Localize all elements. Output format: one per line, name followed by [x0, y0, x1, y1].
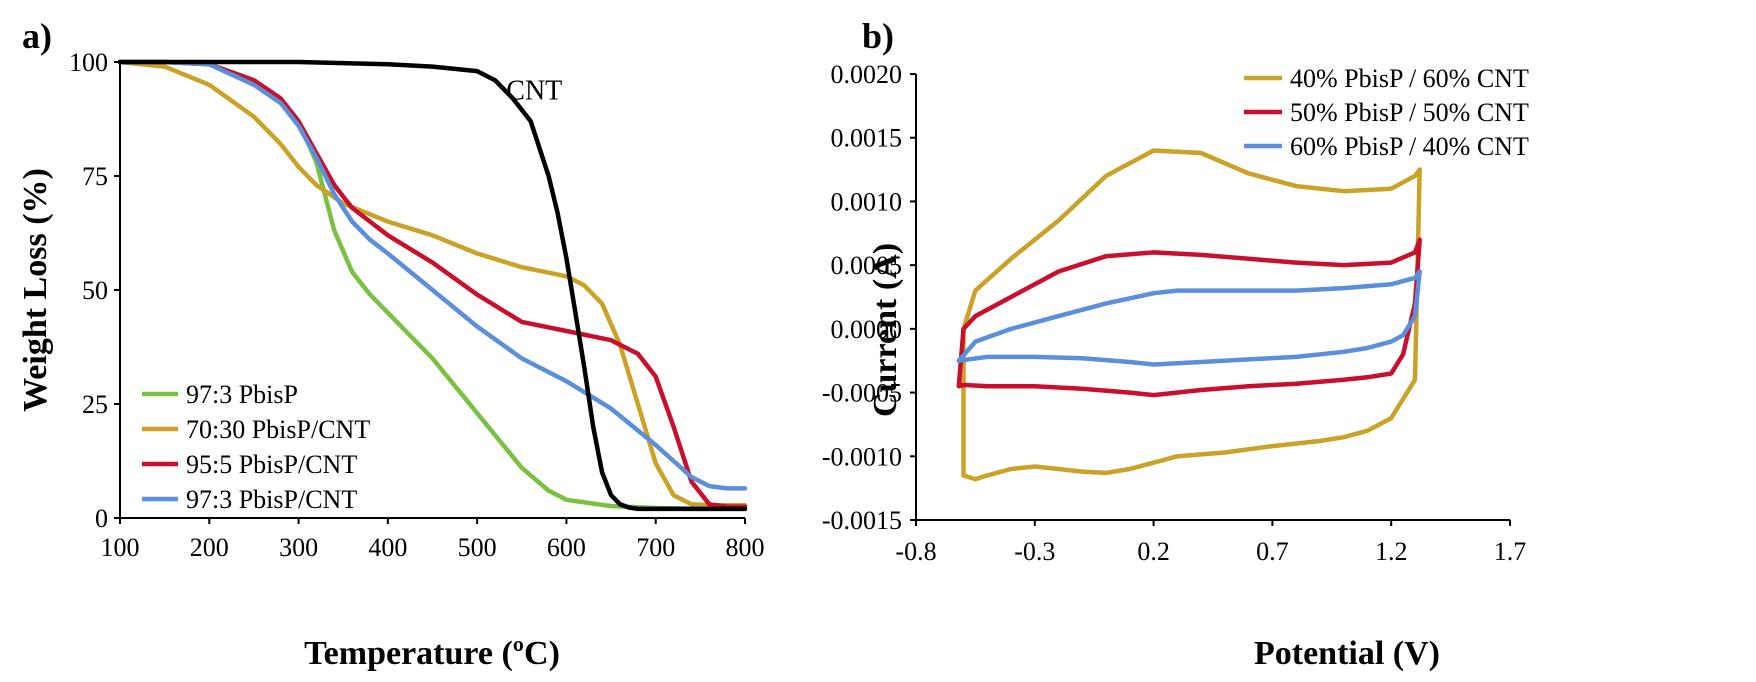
panel-a-x-tick-label: 100	[101, 533, 140, 562]
series-loop-60-pbisp-40-cnt	[956, 269, 1422, 367]
panel-b-y-tick-label: 0.0010	[831, 187, 903, 216]
panel-b-y-tick-label: -0.0005	[822, 379, 902, 408]
panel-a-y-tick-label: 50	[82, 276, 108, 305]
panel-b-x-tick-label: 1.2	[1375, 537, 1408, 566]
panel-b-y-tick-label: 0.0000	[831, 315, 903, 344]
series-line-95-5-pbisp-cnt	[117, 59, 748, 509]
panel-b-label: b)	[862, 16, 894, 56]
panel-a-x-tick-label: 800	[726, 533, 765, 562]
series-line-cnt	[117, 59, 748, 512]
panel-b-x-tick-label: 0.2	[1137, 537, 1170, 566]
panel-a-y-tick-label: 75	[82, 162, 108, 191]
panel-a-x-tick-label: 300	[279, 533, 318, 562]
panel-a-x-tick-label: 500	[458, 533, 497, 562]
panel-a-y-axis-title: Weight Loss (%)	[17, 168, 54, 412]
panel-b-y-tick-label: 0.0005	[831, 251, 903, 280]
panel-a-y-tick-label: 25	[82, 390, 108, 419]
legend-label-70-30-pbisp-cnt: 70:30 PbisP/CNT	[186, 415, 370, 444]
legend-label-40-pbisp-60-cnt: 40% PbisP / 60% CNT	[1290, 64, 1529, 93]
panel-a-chart: a) 100 200 300 400 500 600 700 800 0 25 50 75 100 Te…	[17, 16, 765, 672]
panel-b-y-tick-label: -0.0010	[822, 442, 902, 471]
legend-label-60-pbisp-40-cnt: 60% PbisP / 40% CNT	[1290, 132, 1529, 161]
legend-label-97-3-pbisp-cnt: 97:3 PbisP/CNT	[186, 485, 357, 514]
series-line-70-30-pbisp-cnt	[117, 59, 748, 508]
panel-b-y-tick-label: -0.0015	[822, 506, 902, 535]
panel-b-x-tick-label: -0.8	[895, 537, 936, 566]
panel-b-x-tick-label: 0.7	[1256, 537, 1289, 566]
panel-a-x-tick-label: 600	[547, 533, 586, 562]
legend-label-95-5-pbisp-cnt: 95:5 PbisP/CNT	[186, 450, 357, 479]
series-line-97-3-pbisp-cnt	[117, 59, 748, 491]
panel-b-y-tick-label: 0.0015	[831, 124, 903, 153]
panel-a-label: a)	[22, 16, 52, 56]
panel-a-y-tick-label: 100	[69, 48, 108, 77]
panel-a-x-axis-title: Temperature (ºC)	[304, 635, 560, 672]
cnt-annotation: CNT	[506, 75, 562, 106]
legend-label-97-3-pbisp: 97:3 PbisP	[186, 380, 298, 409]
panel-b-x-tick-label: -0.3	[1014, 537, 1055, 566]
panel-b-legend: 40% PbisP / 60% CNT 50% PbisP / 50% CNT 60…	[1244, 64, 1529, 161]
legend-label-50-pbisp-50-cnt: 50% PbisP / 50% CNT	[1290, 98, 1529, 127]
panel-a-x-tick-label: 200	[190, 533, 229, 562]
panel-a-x-tick-label: 700	[636, 533, 675, 562]
panel-b-y-tick-label: 0.0020	[831, 60, 903, 89]
panel-a-x-tick-label: 400	[368, 533, 407, 562]
panel-b-y-axis-title: Current (A)	[867, 243, 904, 417]
panel-a-y-tick-label: 0	[95, 504, 108, 533]
series-loop-50-pbisp-50-cnt	[956, 237, 1422, 398]
panel-b-chart: b) -0.8 -0.3 0.2 0.7 1.2 1.7 -0.0015 -0.0010 -0.…	[822, 16, 1529, 672]
panel-b-x-tick-label: 1.7	[1494, 537, 1527, 566]
panel-a-legend: 97:3 PbisP 70:30 PbisP/CNT 95:5 PbisP/CNT 9…	[142, 380, 370, 514]
panel-b-x-axis-title: Potential (V)	[1254, 635, 1440, 672]
series-loop-40-pbisp-60-cnt	[961, 148, 1422, 482]
